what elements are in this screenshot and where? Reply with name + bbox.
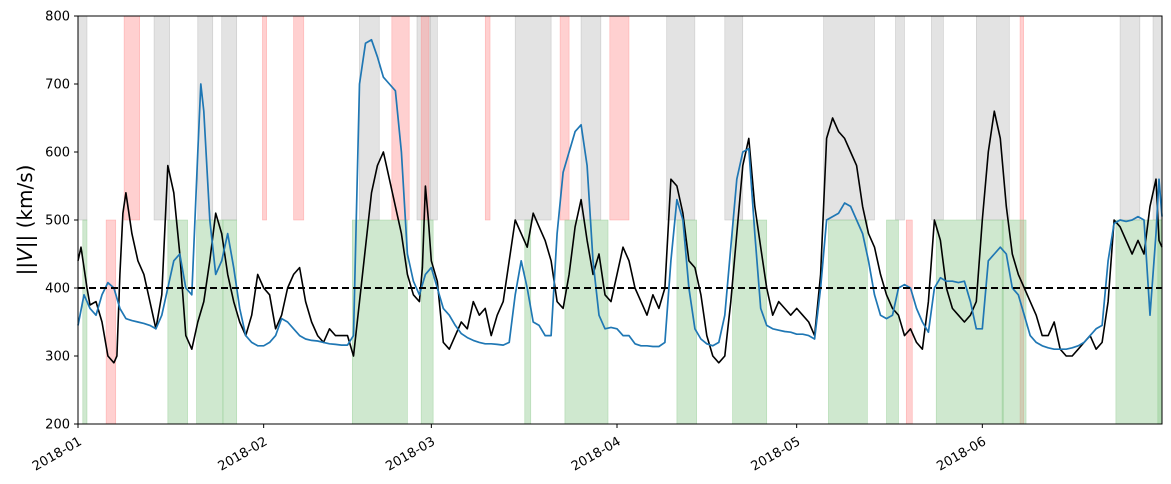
region-gray: [666, 15, 696, 221]
region-gray: [514, 15, 552, 221]
y-tick-label: 600: [45, 146, 70, 161]
region-green: [1001, 219, 1027, 425]
region-gray: [221, 15, 238, 221]
region-gray: [359, 15, 380, 221]
region-red_low: [905, 219, 913, 425]
y-tick-label: 400: [45, 282, 70, 297]
region-gray: [429, 15, 438, 221]
series-observed-line: [77, 110, 1163, 364]
region-green: [524, 219, 532, 425]
series-lines: [77, 38, 1163, 364]
region-gray: [580, 15, 602, 221]
y-tick-label: 700: [45, 78, 70, 93]
y-tick-label: 500: [45, 214, 70, 229]
region-gray: [895, 15, 905, 221]
region-red: [123, 15, 140, 221]
region-red: [609, 15, 630, 221]
region-gray: [1119, 15, 1141, 221]
region-green: [1157, 219, 1163, 425]
region-red: [484, 15, 491, 221]
region-green: [351, 219, 408, 425]
region-red_low: [105, 219, 117, 425]
region-gray: [77, 15, 88, 221]
series-predicted-line: [77, 38, 1163, 351]
x-tick-label: 2018-03: [383, 434, 438, 474]
region-red: [293, 15, 305, 221]
y-tick-label: 300: [45, 350, 70, 365]
region-green: [196, 219, 224, 425]
region-green: [564, 219, 609, 425]
region-green: [935, 219, 1004, 425]
x-tick-label: 2018-01: [30, 434, 85, 474]
region-green: [828, 219, 868, 425]
x-tick-label: 2018-05: [749, 434, 804, 474]
y-axis: 200 300 400 500 600 700 800: [45, 10, 78, 433]
region-green: [1115, 219, 1163, 425]
y-tick-label: 200: [45, 418, 70, 433]
shaded-regions: [77, 15, 1163, 425]
region-gray: [823, 15, 875, 221]
x-tick-label: 2018-06: [934, 434, 989, 474]
y-tick-label: 800: [45, 10, 70, 25]
x-tick-label: 2018-02: [216, 434, 271, 474]
y-axis-label: ||V|| (km/s): [13, 165, 37, 276]
region-green: [82, 219, 88, 425]
x-tick-label: 2018-04: [569, 434, 624, 474]
region-green: [886, 219, 899, 425]
region-gray: [931, 15, 944, 221]
x-axis: 2018-01 2018-02 2018-03 2018-04 2018-05 2018-…: [30, 424, 989, 475]
region-red: [262, 15, 267, 221]
region-red: [391, 15, 410, 221]
